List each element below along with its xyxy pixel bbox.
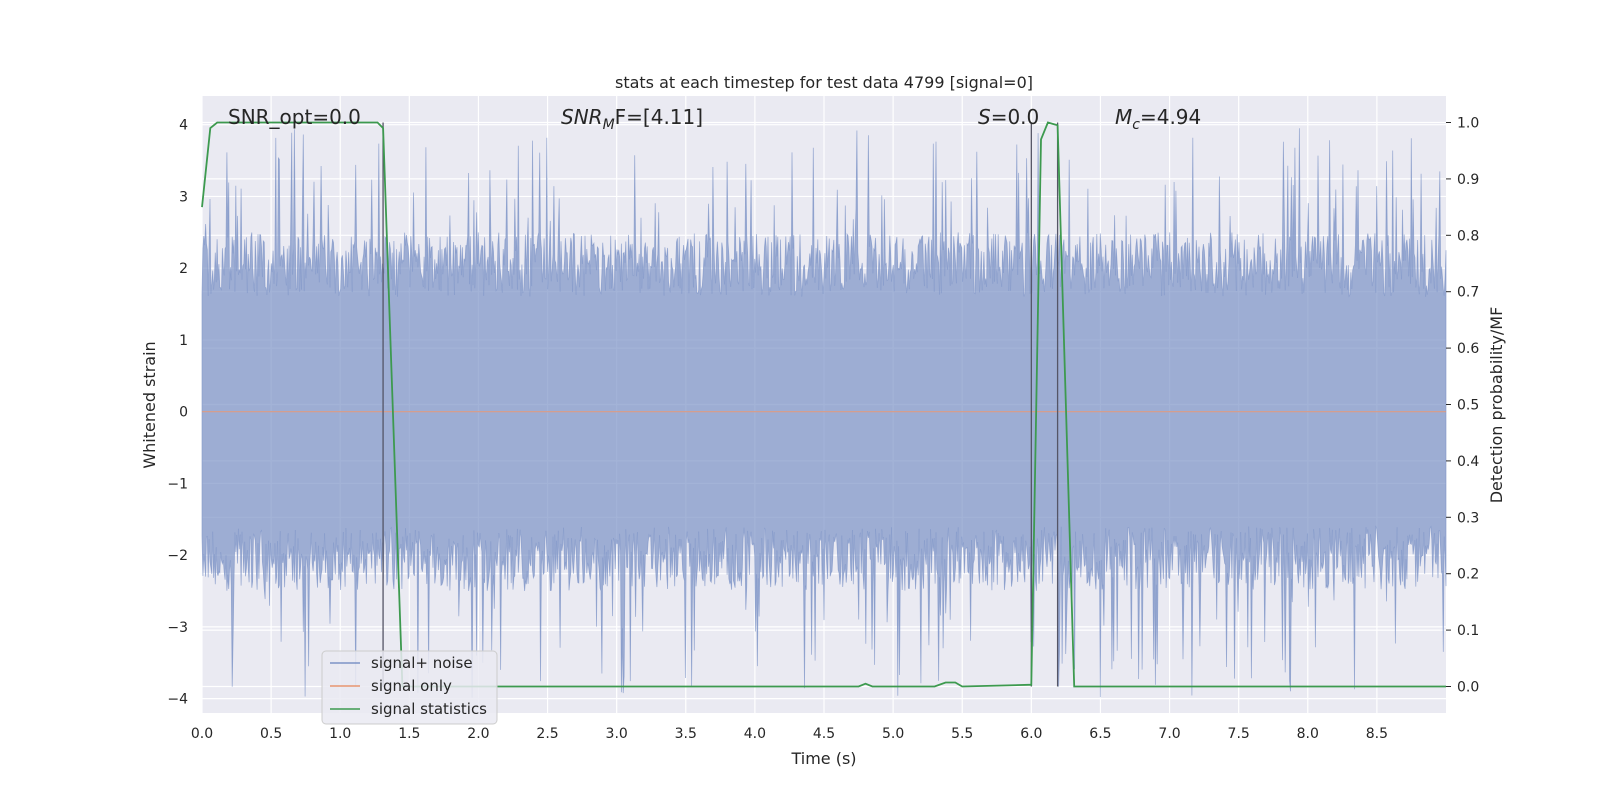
- x-tick-label: 6.5: [1089, 726, 1111, 742]
- y-right-tick-label: 0.9: [1457, 172, 1479, 188]
- x-axis-label: Time (s): [790, 749, 856, 768]
- annotation-snr-mf: SNRMF=[4.11]: [561, 105, 703, 133]
- y-right-tick-label: 1.0: [1457, 116, 1479, 132]
- y-left-tick-label: −3: [167, 620, 188, 636]
- x-tick-label: 1.5: [398, 726, 420, 742]
- x-tick-label: 0.0: [191, 726, 213, 742]
- x-tick-label: 6.0: [1020, 726, 1042, 742]
- x-tick-label: 5.0: [882, 726, 904, 742]
- x-tick-label: 2.5: [536, 726, 558, 742]
- x-tick-label: 2.0: [467, 726, 489, 742]
- y-left-tick-label: −1: [167, 476, 188, 492]
- x-tick-label: 5.5: [951, 726, 973, 742]
- y-left-tick-label: 2: [179, 261, 188, 277]
- x-tick-labels: 0.0 0.5 1.0 1.5 2.0 2.5 3.0 3.5 4.0 4.5 5.0 5.5 6.0 6…: [191, 726, 1388, 742]
- x-tick-label: 7.0: [1158, 726, 1180, 742]
- y-right-tick-label: 0.1: [1457, 623, 1479, 639]
- y-right-axis-label: Detection probability/MF: [1487, 307, 1506, 504]
- x-tick-label: 8.5: [1366, 726, 1388, 742]
- signal-statistics-series: [201, 121, 1446, 688]
- legend-label-signal-noise: signal+ noise: [371, 654, 473, 672]
- y-left-tick-label: 1: [179, 333, 188, 349]
- chart-title: stats at each timestep for test data 479…: [615, 73, 1033, 92]
- vertical-lines: [382, 122, 1059, 687]
- y-right-tick-label: 0.8: [1457, 228, 1479, 244]
- x-tick-label: 1.0: [329, 726, 351, 742]
- x-tick-label: 3.5: [675, 726, 697, 742]
- noise-trace: [201, 128, 1447, 698]
- y-left-axis-label: Whitened strain: [140, 341, 159, 468]
- annotation-s: S=0.0: [978, 105, 1039, 129]
- y-right-tick-label: 0.6: [1457, 341, 1479, 357]
- x-tick-label: 3.0: [606, 726, 628, 742]
- x-tick-label: 7.5: [1228, 726, 1250, 742]
- y-left-tick-label: 0: [179, 405, 188, 421]
- y-right-tick-label: 0.2: [1457, 567, 1479, 583]
- y-right-tick-label: 0.5: [1457, 398, 1479, 414]
- x-tick-label: 4.5: [813, 726, 835, 742]
- x-tick-label: 8.0: [1297, 726, 1319, 742]
- stats-line-group: [201, 121, 1446, 688]
- x-tick-label: 4.0: [744, 726, 766, 742]
- y-right-tick-label: 0.3: [1457, 510, 1479, 526]
- y-right-tick-label: 0.4: [1457, 454, 1479, 470]
- y-right-tick-label: 0.7: [1457, 285, 1479, 301]
- legend-label-signal-only: signal only: [371, 677, 452, 695]
- legend: signal+ noise signal only signal statist…: [321, 650, 498, 725]
- y-left-tick-labels: 4 3 2 1 0 −1 −2 −3 −4: [167, 118, 188, 708]
- signal-noise-series: [201, 128, 1447, 698]
- y-left-tick-label: 3: [179, 189, 188, 205]
- x-tick-label: 0.5: [260, 726, 282, 742]
- legend-box: [321, 650, 498, 725]
- y-left-tick-label: 4: [179, 118, 188, 134]
- y-left-tick-label: −2: [167, 548, 188, 564]
- y-left-tick-label: −4: [167, 692, 188, 708]
- annotation-snr-opt: SNR_opt=0.0: [228, 105, 361, 129]
- legend-label-signal-statistics: signal statistics: [371, 700, 487, 718]
- y-right-tick-labels: 1.0 0.9 0.8 0.7 0.6 0.5 0.4 0.3 0.2 0.1 0.0: [1446, 116, 1479, 695]
- annotation-mc: Mc=4.94: [1115, 105, 1201, 133]
- y-right-tick-label: 0.0: [1457, 679, 1479, 695]
